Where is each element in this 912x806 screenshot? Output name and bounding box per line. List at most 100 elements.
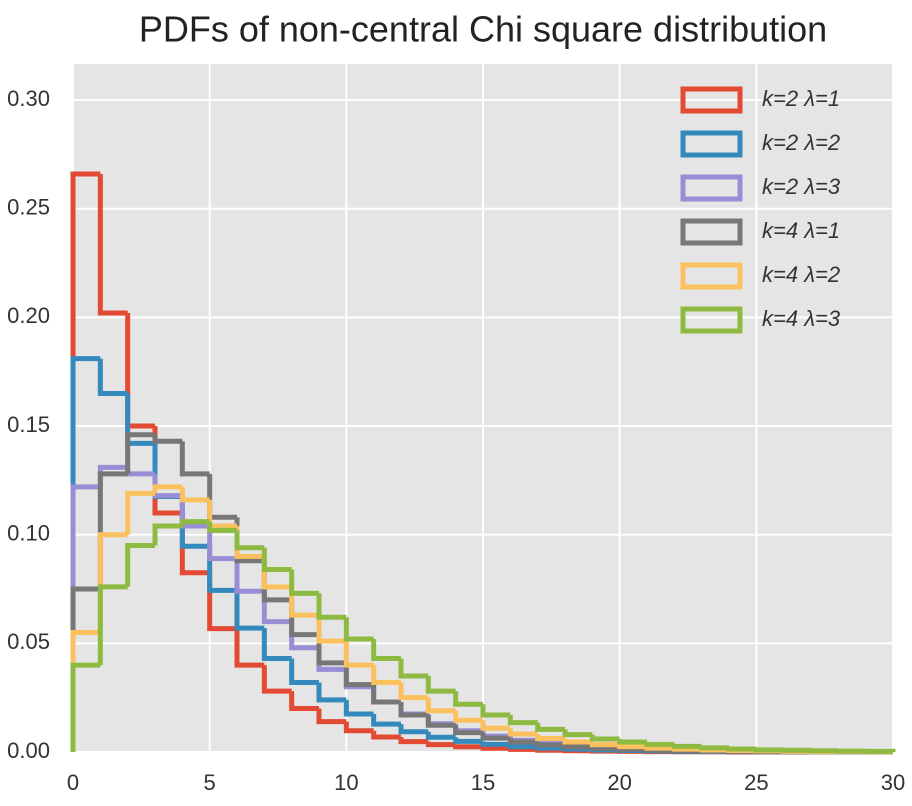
histogram-step (152, 434, 183, 444)
histogram-step (398, 658, 429, 679)
histogram-step (863, 748, 896, 754)
legend-swatch (680, 130, 743, 158)
legend-swatch (680, 262, 743, 290)
histogram-step (753, 747, 784, 753)
histogram-step (398, 737, 429, 745)
histogram-step (507, 715, 538, 726)
histogram-step (371, 638, 401, 662)
x-tick-label: 15 (471, 770, 495, 795)
histogram-step (343, 699, 374, 717)
histogram-step (671, 743, 702, 749)
x-tick-label: 5 (204, 770, 216, 795)
histogram-step (371, 730, 401, 740)
legend-label: k=2 λ=3 (762, 174, 841, 199)
histogram-step (425, 715, 456, 728)
histogram-step (234, 558, 265, 594)
histogram-step (316, 682, 347, 703)
histogram-step (562, 729, 593, 738)
histogram-step (507, 728, 538, 737)
histogram-step (480, 704, 511, 718)
histogram-step (289, 586, 319, 618)
histogram-step (617, 744, 647, 750)
x-tick-label: 10 (334, 770, 358, 795)
histogram-step (480, 720, 511, 731)
legend-swatch (680, 174, 743, 202)
histogram-step (644, 745, 675, 751)
histogram-step (371, 665, 401, 685)
histogram-step (589, 734, 620, 742)
histogram-step (480, 732, 511, 741)
histogram-step (70, 662, 101, 752)
histogram-step (261, 665, 292, 694)
histogram-step (289, 658, 319, 685)
histogram-step (535, 742, 565, 748)
histogram-step (453, 744, 483, 750)
chart-title: PDFs of non-central Chi square distribut… (139, 9, 827, 50)
x-tick-label: 20 (607, 770, 631, 795)
legend-swatch (680, 86, 743, 114)
histogram-step (453, 691, 483, 707)
histogram-step (726, 746, 757, 752)
histogram-step (343, 641, 374, 668)
histogram-step (207, 525, 237, 562)
histogram-step (152, 484, 183, 494)
x-tick-label: 30 (881, 770, 905, 795)
y-tick-label: 0.10 (7, 521, 50, 546)
y-tick-label: 0.15 (7, 412, 50, 437)
histogram-step (152, 523, 183, 546)
histogram-step (316, 593, 347, 620)
histogram-step (398, 724, 429, 735)
histogram-step (261, 628, 292, 662)
x-tick-label: 0 (67, 770, 79, 795)
histogram-step (261, 547, 292, 572)
histogram-step (589, 746, 620, 752)
histogram-step (97, 173, 128, 316)
y-tick-label: 0.30 (7, 86, 50, 111)
histogram-step (289, 691, 319, 712)
histogram-step (453, 725, 483, 736)
histogram-step (398, 682, 429, 701)
histogram-step (316, 708, 347, 725)
histogram-step (371, 684, 401, 705)
legend-label: k=4 λ=1 (762, 218, 840, 243)
histogram-step (562, 744, 593, 750)
histogram-step (125, 432, 155, 474)
histogram-step (125, 490, 155, 535)
histogram-step (589, 742, 620, 748)
y-tick-label: 0.00 (7, 738, 50, 763)
histogram-step (97, 584, 128, 666)
histogram-step (425, 697, 456, 714)
histogram-step (398, 702, 429, 718)
histogram-step (425, 731, 456, 740)
legend-label: k=4 λ=3 (762, 306, 841, 331)
histogram-step (316, 615, 347, 644)
legend-swatch (680, 218, 743, 246)
histogram-step (507, 738, 538, 745)
histogram-step (234, 590, 265, 631)
histogram-step (425, 675, 456, 694)
histogram-step (644, 741, 675, 747)
legend-label: k=2 λ=2 (762, 130, 840, 155)
histogram-step (425, 741, 456, 748)
histogram-step (289, 569, 319, 596)
histogram-step (535, 733, 565, 742)
histogram-step (699, 745, 729, 751)
histogram-step (480, 745, 511, 751)
histogram-step (371, 713, 401, 727)
histogram-step (343, 662, 374, 688)
histogram-step (453, 710, 483, 723)
histogram-step (125, 543, 155, 587)
y-tick-label: 0.20 (7, 303, 50, 328)
legend-label: k=2 λ=1 (762, 86, 840, 111)
histogram-step (179, 486, 210, 503)
histogram-step (507, 744, 538, 750)
histogram-step (179, 519, 210, 526)
histogram-step (617, 738, 647, 745)
legend-label: k=4 λ=2 (762, 262, 840, 287)
histogram-step (453, 737, 483, 744)
histogram-series (70, 519, 896, 754)
legend-swatch (680, 306, 743, 334)
histogram-step (343, 721, 374, 734)
histogram-step (234, 628, 265, 668)
